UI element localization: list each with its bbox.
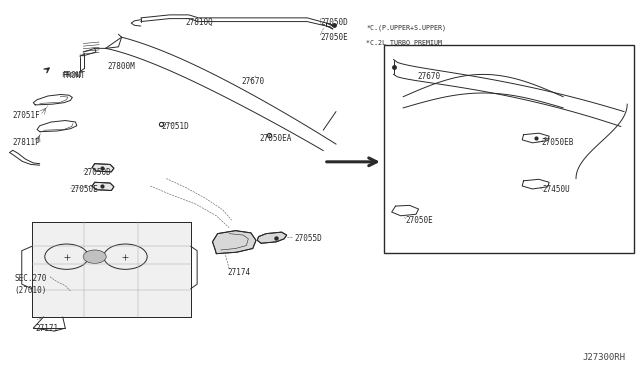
Text: 27050EB: 27050EB [541, 138, 574, 147]
Text: 27051F: 27051F [13, 111, 40, 120]
Text: (27010): (27010) [14, 286, 47, 295]
Text: *C.2L TURBO PREMIUM: *C.2L TURBO PREMIUM [366, 40, 442, 46]
Text: SEC.270: SEC.270 [14, 274, 47, 283]
Text: 27050E: 27050E [406, 216, 433, 225]
Text: 27050D: 27050D [83, 168, 111, 177]
Text: 27051D: 27051D [161, 122, 189, 131]
Text: 27450U: 27450U [543, 185, 570, 194]
Text: 27050E: 27050E [320, 33, 348, 42]
Polygon shape [522, 179, 549, 189]
Polygon shape [92, 182, 114, 190]
Bar [384, 45, 634, 253]
Polygon shape [32, 222, 191, 317]
Text: 27050D: 27050D [320, 18, 348, 27]
Polygon shape [257, 232, 287, 243]
Text: 27171: 27171 [35, 324, 58, 333]
Text: 27810Q: 27810Q [186, 18, 213, 27]
Text: FRONT: FRONT [62, 71, 85, 80]
Text: *C.(P.UPPER+S.UPPER): *C.(P.UPPER+S.UPPER) [366, 24, 446, 31]
Text: 27811P: 27811P [13, 138, 40, 147]
Text: 27670: 27670 [417, 72, 440, 81]
Text: 27050EA: 27050EA [259, 134, 292, 143]
Polygon shape [392, 205, 419, 216]
Text: 27055D: 27055D [294, 234, 322, 243]
Circle shape [83, 250, 106, 263]
Text: 27174: 27174 [227, 268, 250, 277]
Polygon shape [92, 164, 114, 172]
Text: 27670: 27670 [242, 77, 265, 86]
Text: FRONT: FRONT [61, 72, 83, 78]
Text: 27050E: 27050E [70, 185, 98, 194]
Text: J27300RH: J27300RH [583, 353, 626, 362]
Polygon shape [212, 231, 256, 254]
Polygon shape [522, 133, 549, 143]
Text: 27800M: 27800M [108, 62, 135, 71]
